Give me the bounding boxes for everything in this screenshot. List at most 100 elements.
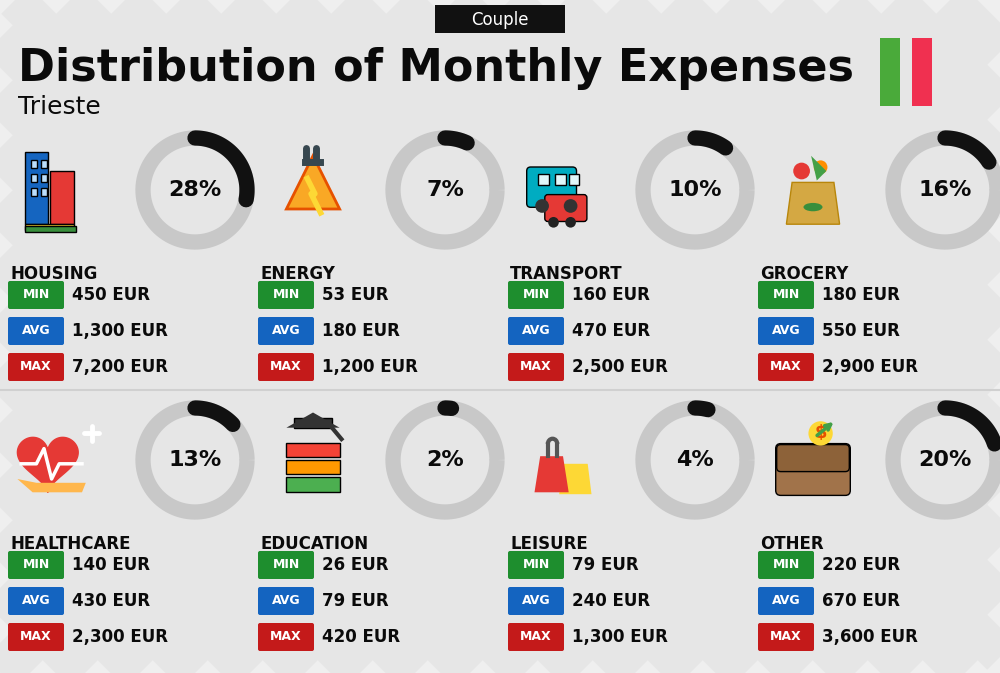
FancyBboxPatch shape: [758, 281, 814, 309]
FancyBboxPatch shape: [508, 353, 564, 381]
Text: MIN: MIN: [522, 559, 550, 571]
FancyBboxPatch shape: [508, 587, 564, 615]
Text: $: $: [814, 425, 827, 442]
FancyBboxPatch shape: [508, 317, 564, 345]
FancyBboxPatch shape: [8, 317, 64, 345]
Text: MIN: MIN: [522, 289, 550, 302]
Text: 7%: 7%: [426, 180, 464, 200]
Text: AVG: AVG: [772, 324, 800, 337]
FancyBboxPatch shape: [25, 224, 74, 230]
Text: MAX: MAX: [770, 361, 802, 374]
FancyBboxPatch shape: [25, 226, 76, 232]
FancyBboxPatch shape: [286, 477, 340, 491]
FancyBboxPatch shape: [41, 174, 47, 182]
Text: 2,500 EUR: 2,500 EUR: [572, 358, 668, 376]
Text: MIN: MIN: [22, 289, 50, 302]
Text: 4%: 4%: [676, 450, 714, 470]
Text: MAX: MAX: [270, 361, 302, 374]
FancyBboxPatch shape: [508, 281, 564, 309]
FancyBboxPatch shape: [545, 194, 587, 221]
Text: Couple: Couple: [471, 11, 529, 29]
Text: MAX: MAX: [20, 631, 52, 643]
Text: HOUSING: HOUSING: [10, 265, 97, 283]
FancyBboxPatch shape: [538, 174, 549, 186]
FancyBboxPatch shape: [776, 444, 850, 495]
Text: 240 EUR: 240 EUR: [572, 592, 650, 610]
FancyBboxPatch shape: [258, 281, 314, 309]
Text: 53 EUR: 53 EUR: [322, 286, 388, 304]
Text: MIN: MIN: [272, 289, 300, 302]
FancyBboxPatch shape: [758, 551, 814, 579]
Text: GROCERY: GROCERY: [760, 265, 848, 283]
Polygon shape: [559, 464, 592, 494]
Text: AVG: AVG: [772, 594, 800, 608]
FancyBboxPatch shape: [8, 281, 64, 309]
Polygon shape: [17, 479, 86, 493]
Text: 430 EUR: 430 EUR: [72, 592, 150, 610]
FancyBboxPatch shape: [880, 38, 900, 106]
Text: MIN: MIN: [272, 559, 300, 571]
FancyBboxPatch shape: [258, 317, 314, 345]
Text: 79 EUR: 79 EUR: [572, 556, 639, 574]
Circle shape: [808, 421, 833, 446]
Circle shape: [814, 160, 827, 174]
Circle shape: [793, 163, 810, 180]
Text: 180 EUR: 180 EUR: [822, 286, 900, 304]
Text: MAX: MAX: [20, 361, 52, 374]
Polygon shape: [17, 437, 78, 492]
Text: AVG: AVG: [272, 324, 300, 337]
Text: 16%: 16%: [918, 180, 972, 200]
Text: MIN: MIN: [772, 559, 800, 571]
Polygon shape: [286, 156, 340, 209]
FancyBboxPatch shape: [286, 460, 340, 474]
FancyBboxPatch shape: [258, 551, 314, 579]
Text: MAX: MAX: [520, 361, 552, 374]
FancyBboxPatch shape: [527, 167, 576, 207]
Text: 1,300 EUR: 1,300 EUR: [72, 322, 168, 340]
Text: 470 EUR: 470 EUR: [572, 322, 650, 340]
Text: 2,900 EUR: 2,900 EUR: [822, 358, 918, 376]
Circle shape: [564, 199, 577, 213]
Text: MAX: MAX: [520, 631, 552, 643]
FancyBboxPatch shape: [258, 587, 314, 615]
Text: 20%: 20%: [918, 450, 972, 470]
Text: 3,600 EUR: 3,600 EUR: [822, 628, 918, 646]
FancyBboxPatch shape: [508, 623, 564, 651]
Text: MIN: MIN: [772, 289, 800, 302]
Text: 670 EUR: 670 EUR: [822, 592, 900, 610]
Text: AVG: AVG: [522, 324, 550, 337]
FancyBboxPatch shape: [8, 551, 64, 579]
FancyBboxPatch shape: [569, 174, 579, 186]
FancyBboxPatch shape: [258, 623, 314, 651]
Text: EDUCATION: EDUCATION: [260, 535, 368, 553]
FancyBboxPatch shape: [758, 317, 814, 345]
Text: Trieste: Trieste: [18, 95, 101, 119]
Circle shape: [565, 217, 576, 227]
Text: MAX: MAX: [270, 631, 302, 643]
FancyBboxPatch shape: [31, 188, 37, 196]
Text: 2%: 2%: [426, 450, 464, 470]
FancyBboxPatch shape: [758, 353, 814, 381]
FancyBboxPatch shape: [31, 160, 37, 168]
Text: 1,300 EUR: 1,300 EUR: [572, 628, 668, 646]
Text: TRANSPORT: TRANSPORT: [510, 265, 623, 283]
Text: 28%: 28%: [168, 180, 222, 200]
Text: AVG: AVG: [522, 594, 550, 608]
Circle shape: [548, 217, 559, 227]
Text: 7,200 EUR: 7,200 EUR: [72, 358, 168, 376]
Text: LEISURE: LEISURE: [510, 535, 588, 553]
Text: MIN: MIN: [22, 559, 50, 571]
Text: 450 EUR: 450 EUR: [72, 286, 150, 304]
FancyBboxPatch shape: [258, 353, 314, 381]
FancyBboxPatch shape: [8, 623, 64, 651]
Text: MAX: MAX: [770, 631, 802, 643]
Ellipse shape: [804, 203, 822, 211]
Text: AVG: AVG: [22, 594, 50, 608]
Polygon shape: [286, 413, 340, 428]
Text: 160 EUR: 160 EUR: [572, 286, 650, 304]
FancyBboxPatch shape: [777, 445, 849, 472]
Text: HEALTHCARE: HEALTHCARE: [10, 535, 130, 553]
Text: AVG: AVG: [22, 324, 50, 337]
FancyBboxPatch shape: [286, 443, 340, 458]
Text: ENERGY: ENERGY: [260, 265, 335, 283]
